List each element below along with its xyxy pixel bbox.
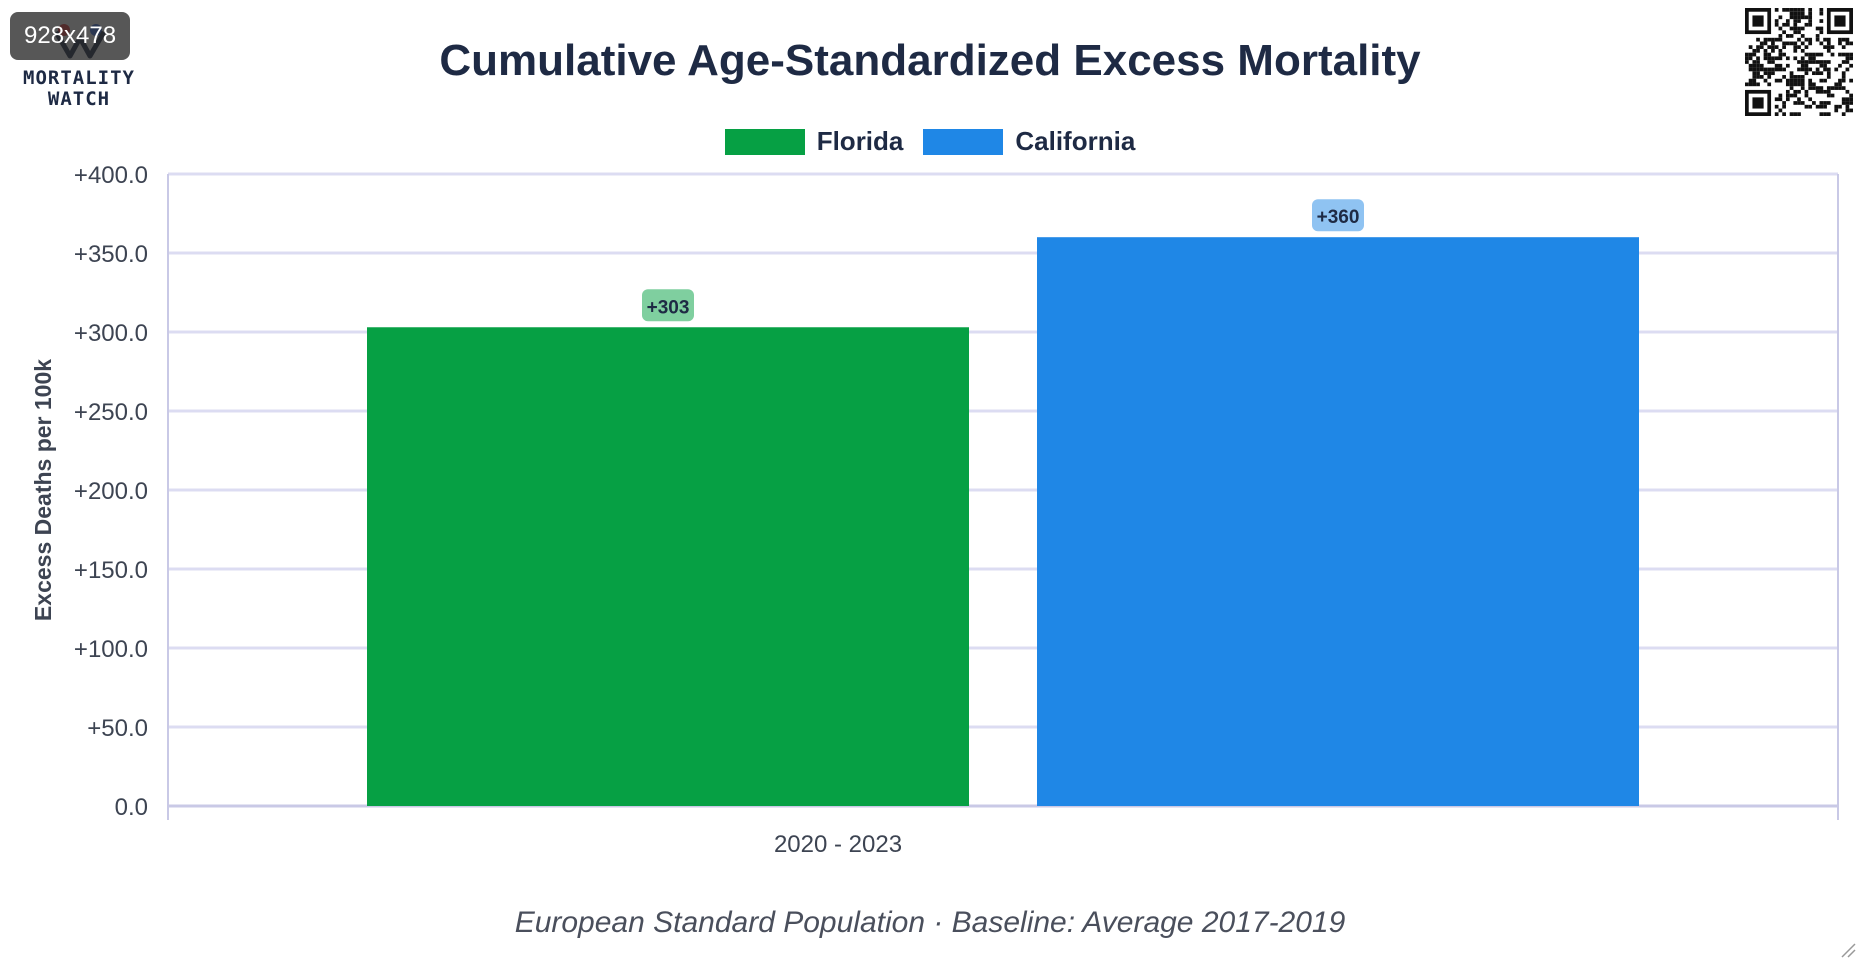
qr-code-icon[interactable]	[1745, 8, 1853, 116]
y-axis-title: Excess Deaths per 100k	[30, 359, 56, 621]
chart-footer-note: European Standard Population · Baseline:…	[514, 906, 1346, 939]
legend-swatch-florida	[724, 128, 805, 155]
y-tick-label: +250.0	[74, 399, 148, 426]
y-tick-label: +350.0	[74, 241, 148, 268]
chart-legend: Florida California	[0, 126, 1860, 157]
logo-line-2: WATCH	[47, 88, 111, 110]
logo-line-1: MORTALITY	[23, 67, 135, 89]
x-category-label: 2020 - 2023	[774, 831, 902, 858]
legend-item-florida[interactable]: Florida	[724, 126, 904, 157]
y-tick-label: +300.0	[74, 320, 148, 347]
bar-florida	[367, 327, 969, 806]
data-label-bg-florida	[642, 289, 694, 322]
y-tick-label: +100.0	[74, 636, 148, 663]
logo-wordmark: MORTALITY WATCH	[14, 68, 144, 110]
image-size-badge: 928x478	[10, 12, 131, 60]
legend-label-california: California	[1015, 126, 1136, 156]
y-tick-label: +50.0	[87, 715, 148, 742]
y-tick-label: +150.0	[74, 557, 148, 584]
bar-california	[1037, 237, 1639, 806]
chart-title: Cumulative Age-Standardized Excess Morta…	[439, 36, 1421, 85]
y-tick-label: +400.0	[74, 162, 148, 189]
data-label-bg-california	[1312, 199, 1364, 232]
data-label-florida: +303	[647, 297, 690, 318]
legend-item-california[interactable]: California	[923, 126, 1135, 157]
legend-swatch-california	[923, 128, 1004, 155]
y-tick-label: 0.0	[115, 794, 148, 821]
resize-handle-icon[interactable]	[1840, 942, 1856, 958]
legend-label-florida: Florida	[816, 126, 904, 156]
y-tick-label: +200.0	[74, 478, 148, 505]
bar-chart: 0.0 +50.0 +100.0 +150.0 +200.0 +250.0 +300.0 +3…	[30, 162, 1839, 858]
data-label-california: +360	[1317, 207, 1360, 228]
